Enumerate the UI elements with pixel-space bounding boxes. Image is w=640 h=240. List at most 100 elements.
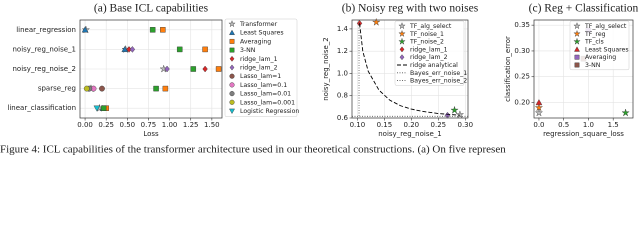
y-tick-label: 0.30	[514, 47, 530, 55]
legend-label: Transformer	[239, 21, 278, 28]
figure: Figure 4: ICL capabilities of the transf…	[0, 3, 639, 156]
x-tick-label: 0.15	[377, 121, 393, 129]
x-tick-label: 1.0	[583, 121, 594, 129]
legend-box	[394, 20, 465, 86]
legend-label: Least Squares	[240, 30, 284, 37]
point	[202, 46, 208, 53]
y-tick-label: 0.25	[514, 73, 530, 81]
x-tick-label: 0.5	[558, 121, 569, 129]
legend-label: TF_noise_1	[409, 31, 444, 38]
point	[162, 85, 169, 92]
point	[100, 105, 107, 111]
legend-marker	[398, 29, 406, 37]
legend-marker	[229, 55, 235, 62]
legend-box	[224, 18, 298, 117]
y-tick-label: sparse_reg	[38, 85, 76, 93]
legend-label: Lasso_lam=0.01	[240, 91, 291, 98]
y-axis-label: noisy_reg_noise_2	[322, 37, 330, 101]
legend-label: TF_reg	[584, 31, 606, 38]
x-tick-label: 0.25	[431, 121, 447, 129]
curve	[359, 23, 460, 116]
legend-marker	[399, 54, 405, 61]
y-tick-label: linear_classification	[7, 104, 76, 112]
legend-label: Lasso_lam=0.1	[240, 82, 287, 89]
chart-title: (c) Reg + Classification	[529, 3, 639, 15]
point	[153, 85, 159, 92]
point	[534, 103, 544, 112]
x-tick-label: 0.10	[350, 121, 366, 129]
x-tick-label: 1.25	[183, 121, 199, 129]
x-tick-label: 0.50	[120, 121, 136, 129]
plot-frame	[533, 19, 634, 119]
legend-label: Bayes_err_noise_1	[410, 70, 467, 77]
legend-label: Averaging	[585, 54, 616, 61]
point	[621, 108, 630, 117]
caption: Figure 4: ICL capabilities of the transf…	[0, 144, 506, 156]
legend-label: Lasso_lam=1	[240, 73, 281, 80]
legend-label: ridge analytical	[410, 62, 458, 69]
x-axis-label: noisy_reg_noise_1	[378, 130, 442, 138]
point	[99, 85, 105, 92]
point	[149, 27, 156, 33]
y-tick-label: linear_regression	[16, 26, 76, 34]
legend-label: TF_cls	[584, 39, 604, 46]
legend-marker	[574, 54, 580, 60]
legend-label: Bayes_err_noise_2	[410, 78, 467, 85]
legend-marker	[229, 73, 235, 79]
legend-marker	[573, 22, 581, 30]
legend-marker	[229, 38, 235, 44]
x-tick-label: 0.20	[404, 121, 420, 129]
y-tick-label: 1.4	[337, 25, 349, 33]
point	[121, 45, 129, 52]
x-axis-label: Loss	[143, 130, 159, 138]
legend-marker	[229, 99, 235, 105]
x-tick-label: 0.25	[98, 121, 114, 129]
point	[215, 66, 222, 72]
point	[534, 108, 544, 117]
plot-frame	[351, 19, 469, 119]
legend-marker	[229, 64, 235, 71]
legend-marker	[398, 22, 406, 30]
legend-label: TF_alg_select	[584, 23, 627, 30]
point	[202, 65, 208, 73]
y-axis-label: classification_error	[504, 36, 512, 102]
legend-marker	[229, 82, 235, 88]
legend-marker	[573, 29, 581, 37]
point	[90, 85, 97, 92]
point	[160, 27, 166, 33]
y-tick-label: 0.8	[337, 92, 348, 100]
y-tick-label: noisy_reg_noise_2	[13, 65, 77, 73]
legend-label: 3-NN	[585, 62, 601, 69]
legend-label: TF_noise_2	[409, 39, 444, 46]
y-tick-label: 0.6	[337, 114, 349, 122]
x-tick-label: 0.0	[533, 121, 544, 129]
x-tick-label: 1.50	[204, 121, 220, 129]
point	[93, 105, 101, 112]
legend-marker	[229, 29, 235, 35]
point	[444, 111, 451, 119]
legend-marker	[573, 37, 581, 45]
point	[164, 65, 170, 73]
point	[129, 46, 136, 53]
legend-marker	[574, 62, 580, 68]
point	[83, 85, 90, 92]
y-tick-label: 1.2	[337, 47, 348, 55]
point	[535, 99, 543, 106]
y-tick-label: noisy_reg_noise_1	[13, 45, 77, 53]
x-tick-label: 0.30	[458, 121, 474, 129]
legend-label: 3-NN	[240, 47, 256, 54]
legend-marker	[229, 91, 235, 97]
point	[450, 105, 459, 114]
chart-title: (b) Noisy reg with two noises	[342, 3, 479, 15]
x-tick-label: 0.75	[141, 121, 157, 129]
legend-label: ridge_lam_2	[240, 65, 278, 72]
legend-marker	[399, 46, 405, 53]
plot-frame	[79, 19, 223, 119]
legend-label: Logistic Regression	[240, 108, 299, 115]
legend-label: Lasso_lam=0.001	[240, 99, 295, 106]
legend-label: ridge_lam_1	[240, 56, 278, 63]
legend-label: ridge_lam_2	[410, 54, 448, 61]
point	[372, 17, 381, 26]
y-tick-label: 0.20	[514, 99, 530, 107]
legend-box	[569, 20, 630, 71]
